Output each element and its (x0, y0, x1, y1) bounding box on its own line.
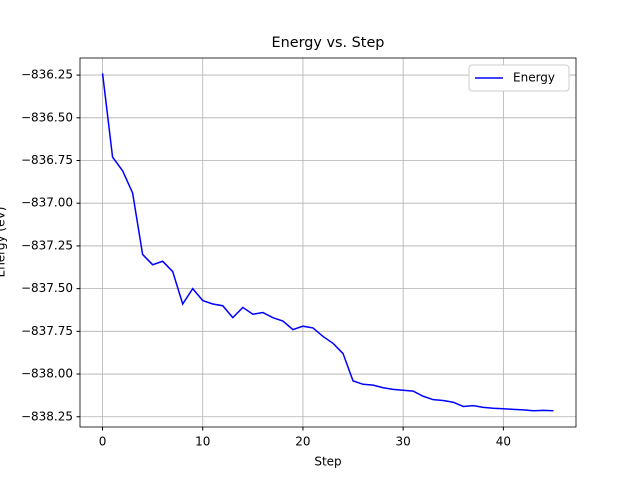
y-tick-label: −837.00 (21, 196, 73, 210)
y-tick-label: −836.75 (21, 153, 73, 167)
y-axis-label: Energy (eV) (0, 207, 8, 278)
y-tick-label: −837.50 (21, 281, 73, 295)
data-line (101, 73, 554, 412)
x-axis-label: Step (314, 455, 341, 469)
chart-title: Energy vs. Step (272, 35, 385, 51)
x-tick-label: 0 (99, 435, 107, 449)
legend-box (468, 64, 570, 92)
x-tick-label: 30 (396, 435, 411, 449)
y-tick-label: −837.25 (21, 238, 73, 252)
x-tick-label: 10 (195, 435, 210, 449)
x-tick-label: 20 (295, 435, 310, 449)
y-tick-label: −836.25 (21, 68, 73, 82)
y-tick-label: −837.75 (21, 324, 73, 338)
y-tick-label: −836.50 (21, 110, 73, 124)
y-tick-label: −838.00 (21, 367, 73, 381)
legend-label: Energy (513, 71, 555, 85)
plot-frame (79, 57, 577, 428)
y-tick-label: −838.25 (21, 409, 73, 423)
x-tick-label: 40 (496, 435, 511, 449)
